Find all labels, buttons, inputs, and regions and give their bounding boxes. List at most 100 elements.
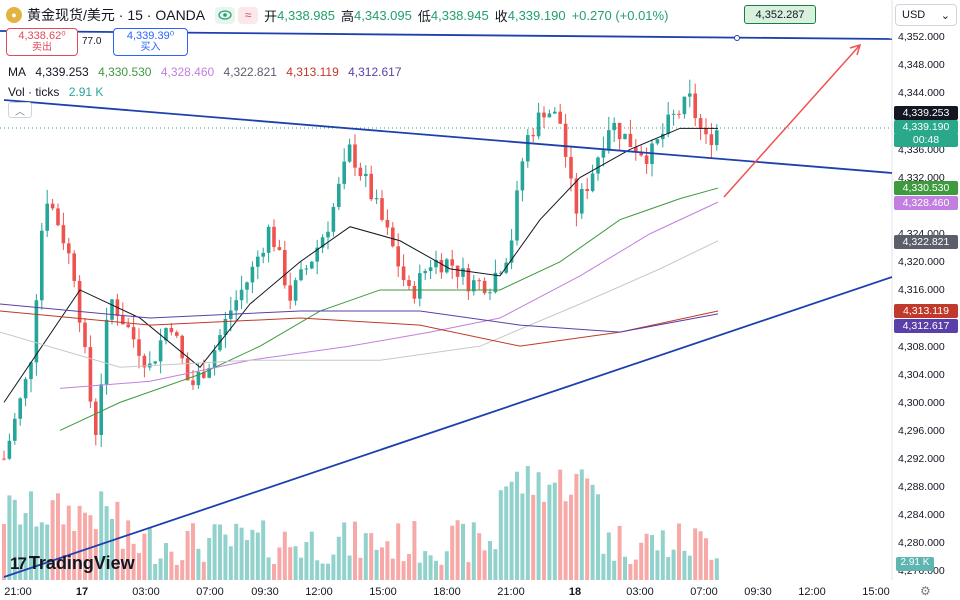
wave-icon[interactable]: ≈ xyxy=(238,6,259,24)
volume-bar xyxy=(223,534,228,580)
volume-bar xyxy=(169,551,174,580)
tradingview-logo[interactable]: 17 TradingView xyxy=(10,553,135,574)
currency-select[interactable]: USD ⌄ xyxy=(895,4,957,26)
volume-bar xyxy=(563,501,568,580)
sell-label: 卖出 xyxy=(32,42,52,53)
candle-body xyxy=(715,130,719,146)
volume-bar xyxy=(504,486,509,580)
ma5-price-badge: 4,313.119 xyxy=(894,304,958,318)
candles xyxy=(2,79,719,580)
candle-body xyxy=(644,155,649,164)
y-tick: 4,316.000 xyxy=(898,284,945,296)
x-tick: 21:00 xyxy=(497,586,525,598)
volume-legend[interactable]: Vol · ticks 2.91 K xyxy=(8,85,109,99)
candle-body xyxy=(293,280,298,301)
gold-coin-icon: ● xyxy=(6,7,22,23)
candle-body xyxy=(418,273,422,299)
volume-bar xyxy=(628,563,633,580)
volume-bar xyxy=(61,524,66,580)
candle-body xyxy=(639,152,643,156)
ma1-price-badge: 4,339.253 xyxy=(894,106,958,120)
candle-body xyxy=(131,327,136,340)
volume-bar xyxy=(93,529,98,580)
volume-bar xyxy=(142,533,147,580)
candle-body xyxy=(563,123,568,157)
candle-body xyxy=(104,319,109,385)
volume-bar xyxy=(72,530,77,580)
collapse-legend-button[interactable]: ︿ xyxy=(8,102,32,118)
volume-bar xyxy=(655,550,660,580)
volume-bar xyxy=(369,533,374,580)
candle-body xyxy=(601,150,606,158)
candle-body xyxy=(331,206,336,232)
volume-bar xyxy=(293,546,298,580)
volume-bar xyxy=(185,530,190,580)
candle-body xyxy=(607,130,611,151)
volume-bar xyxy=(682,550,687,580)
candle-body xyxy=(202,371,206,378)
candle-body xyxy=(617,122,622,140)
candle-body xyxy=(423,271,427,274)
candle-body xyxy=(536,112,541,137)
volume-bar xyxy=(596,494,600,580)
volume-bar xyxy=(466,562,471,580)
eye-icon[interactable] xyxy=(215,6,236,24)
volume-bar xyxy=(714,558,719,580)
volume-bar xyxy=(83,512,87,580)
countdown-badge: 00:48 xyxy=(894,133,958,147)
ma-value-1: 4,339.253 xyxy=(35,65,89,79)
volume-bar xyxy=(358,557,363,580)
candle-body xyxy=(693,93,697,119)
volume-bar xyxy=(158,558,163,580)
volume-bar xyxy=(234,523,239,580)
volume-bar xyxy=(45,524,50,580)
alert-price-badge[interactable]: 4,352.287 xyxy=(744,5,816,24)
y-tick: 4,300.000 xyxy=(898,397,945,409)
candle-body xyxy=(385,219,390,228)
symbol-title[interactable]: 黄金现货/美元 · 15 · OANDA xyxy=(27,7,206,23)
volume-bar xyxy=(99,491,104,580)
volume-bar xyxy=(126,520,131,580)
x-tick: 12:00 xyxy=(305,586,333,598)
volume-bar xyxy=(299,557,303,580)
volume-bar xyxy=(336,536,341,580)
ma-legend[interactable]: MA 4,339.253 4,330.530 4,328.460 4,322.8… xyxy=(8,65,408,79)
candle-body xyxy=(83,322,87,348)
candle-body xyxy=(520,161,525,191)
volume-bar xyxy=(677,523,681,580)
candle-body xyxy=(45,203,49,231)
sell-button[interactable]: 4,338.62⁰ 卖出 xyxy=(6,28,78,56)
candle-body xyxy=(88,347,93,402)
volume-bar xyxy=(115,501,120,580)
buy-button[interactable]: 4,339.39⁰ 买入 xyxy=(113,28,188,56)
vol-label: Vol · ticks xyxy=(8,85,60,99)
candle-body xyxy=(40,230,44,301)
volume-bar xyxy=(201,561,206,580)
high-value: 4,343.095 xyxy=(354,7,412,23)
candle-body xyxy=(493,272,498,293)
symbol-header: ● 黄金现货/美元 · 15 · OANDA ≈ 开 4,338.985 高 4,3… xyxy=(6,4,668,26)
tv-logo-icon: 17 xyxy=(10,553,27,573)
candle-body xyxy=(7,440,12,459)
candle-body xyxy=(347,144,352,162)
candle-body xyxy=(590,173,595,192)
volume-bar xyxy=(23,513,28,580)
candle-body xyxy=(364,173,368,177)
volume-bar xyxy=(110,518,114,580)
candle-body xyxy=(623,133,627,140)
candle-body xyxy=(185,358,190,381)
candle-body xyxy=(596,157,600,174)
volume-bar xyxy=(212,524,217,580)
gear-icon[interactable]: ⚙ xyxy=(920,584,931,598)
y-tick: 4,344.000 xyxy=(898,87,945,99)
candle-body xyxy=(223,318,228,336)
volume-bar xyxy=(569,494,573,580)
volume-bar xyxy=(218,524,222,580)
ma-value-5: 4,313.119 xyxy=(286,65,339,79)
candle-body xyxy=(434,260,438,268)
candle-body xyxy=(72,253,76,281)
volume-bar xyxy=(39,522,44,580)
volume-bar xyxy=(488,541,492,580)
volume-bar xyxy=(174,564,179,580)
